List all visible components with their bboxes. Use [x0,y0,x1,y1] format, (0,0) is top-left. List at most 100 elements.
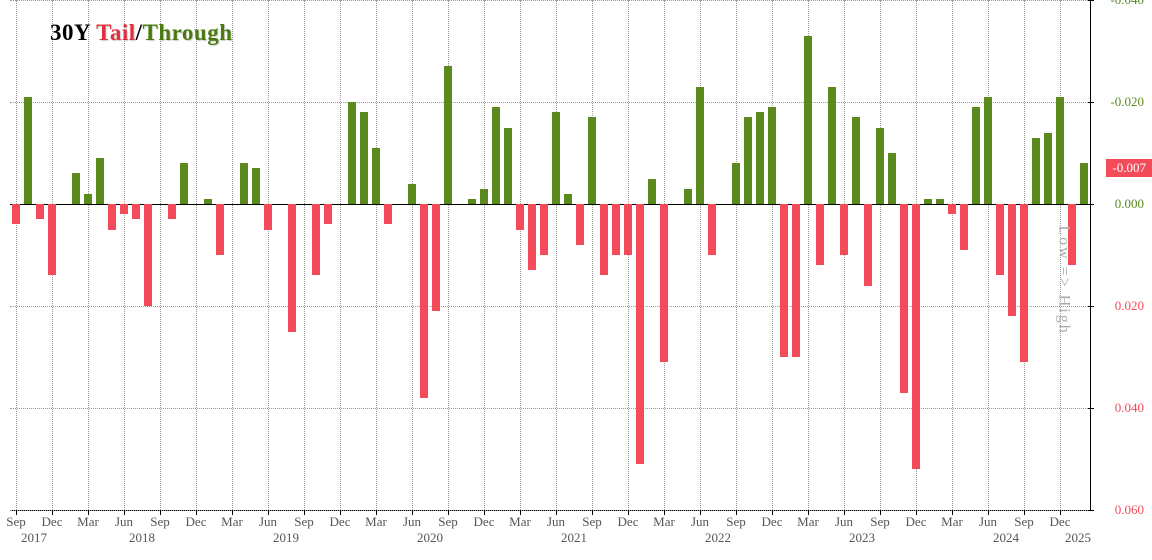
x-year-label: 2024 [993,530,1019,546]
data-bar [432,204,440,311]
data-bar [792,204,800,357]
x-month-label: Sep [438,514,458,530]
data-bar [912,204,920,469]
data-bar [480,189,488,204]
grid-vertical [556,0,557,510]
x-month-label: Sep [6,514,26,530]
grid-vertical [736,0,737,510]
data-bar [936,199,944,204]
grid-horizontal [10,102,1090,103]
grid-vertical [376,0,377,510]
x-month-label: Dec [762,514,783,530]
title-slash: / [136,20,143,45]
data-bar [468,199,476,204]
data-bar [348,102,356,204]
data-bar [732,163,740,204]
x-month-label: Mar [941,514,963,530]
data-bar [120,204,128,214]
data-bar [1044,133,1052,204]
data-bar [696,87,704,204]
grid-horizontal [10,306,1090,307]
data-bar [888,153,896,204]
x-month-label: Mar [221,514,243,530]
data-bar [864,204,872,286]
grid-vertical [196,0,197,510]
y-tick [1088,0,1094,1]
grid-vertical [772,0,773,510]
data-bar [708,204,716,255]
data-bar [588,117,596,204]
data-bar [360,112,368,204]
y-tick [1088,510,1094,511]
grid-vertical [592,0,593,510]
grid-vertical [628,0,629,510]
data-bar [612,204,620,255]
data-bar [528,204,536,270]
x-month-label: Jun [979,514,997,530]
y-tick [1088,306,1094,307]
data-bar [492,107,500,204]
data-bar [444,66,452,204]
x-month-label: Sep [1014,514,1034,530]
x-month-label: Sep [294,514,314,530]
data-bar [900,204,908,393]
data-bar [12,204,20,224]
x-month-label: Dec [618,514,639,530]
data-bar [648,179,656,205]
data-bar [144,204,152,306]
data-bar [540,204,548,255]
x-month-label: Jun [259,514,277,530]
y-tick-label: -0.020 [1110,94,1144,110]
data-bar [624,204,632,255]
data-bar [516,204,524,230]
data-bar [384,204,392,224]
data-bar [876,128,884,205]
last-value-badge: -0.007 [1106,159,1152,177]
grid-horizontal [10,0,1090,1]
x-month-label: Mar [509,514,531,530]
data-bar [780,204,788,357]
data-bar [408,184,416,204]
data-bar [804,36,812,204]
last-value-text: -0.007 [1112,160,1146,175]
data-bar [96,158,104,204]
data-bar [204,199,212,204]
x-month-label: Dec [186,514,207,530]
data-bar [1080,163,1088,204]
data-bar [252,168,260,204]
data-bar [420,204,428,398]
data-bar [744,117,752,204]
grid-horizontal [10,510,1090,511]
x-month-label: Jun [115,514,133,530]
data-bar [108,204,116,230]
data-bar [576,204,584,245]
y-axis-title: Low => High [1054,225,1072,334]
x-month-label: Dec [330,514,351,530]
data-bar [1008,204,1016,316]
data-bar [972,107,980,204]
grid-vertical [412,0,413,510]
y-tick-label: 0.060 [1115,502,1144,518]
x-month-label: Dec [906,514,927,530]
x-month-label: Sep [870,514,890,530]
y-tick-label: 0.040 [1115,400,1144,416]
data-bar [180,163,188,204]
y-tick [1088,204,1094,205]
x-month-label: Sep [582,514,602,530]
y-tick-label: 0.020 [1115,298,1144,314]
x-month-label: Dec [1050,514,1071,530]
x-year-label: 2022 [705,530,731,546]
data-bar [564,194,572,204]
data-bar [1020,204,1028,362]
chart-title: 30Y Tail/Through [50,20,233,46]
grid-vertical [520,0,521,510]
data-bar [1032,138,1040,204]
data-bar [852,117,860,204]
x-year-label: 2020 [417,530,443,546]
title-prefix: 30Y [50,20,96,45]
x-month-label: Dec [42,514,63,530]
data-bar [72,173,80,204]
x-month-label: Dec [474,514,495,530]
data-bar [324,204,332,224]
grid-vertical [988,0,989,510]
